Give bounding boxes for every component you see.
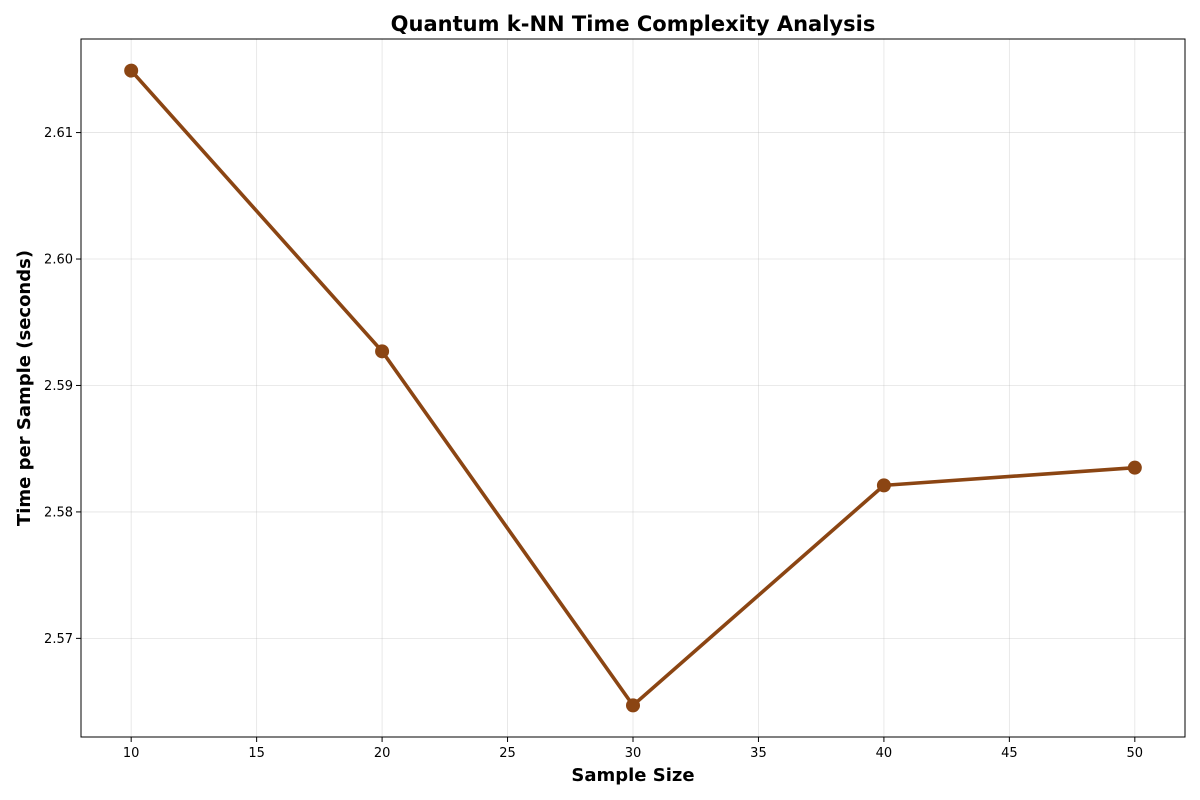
- x-tick-label: 40: [876, 746, 893, 761]
- data-point: [626, 698, 640, 713]
- data-point: [124, 63, 139, 78]
- x-tick-label: 10: [123, 746, 140, 761]
- x-tick-label: 35: [750, 746, 767, 761]
- x-axis-label: Sample Size: [571, 765, 694, 786]
- grid: [81, 39, 1185, 737]
- x-tick-label: 25: [499, 746, 516, 761]
- x-tick-label: 45: [1001, 746, 1018, 761]
- y-axis-label: Time per Sample (seconds): [14, 250, 35, 526]
- y-tick-label: 2.58: [44, 505, 73, 520]
- y-tick-label: 2.60: [44, 253, 73, 268]
- x-tick-label: 30: [625, 746, 642, 761]
- data-point: [375, 344, 390, 359]
- chart-title: Quantum k-NN Time Complexity Analysis: [391, 12, 876, 36]
- x-tick-label: 15: [248, 746, 265, 761]
- x-tick-label: 50: [1127, 746, 1144, 761]
- data-series: [124, 63, 1142, 713]
- x-tick-label: 20: [374, 746, 391, 761]
- data-point: [876, 478, 891, 493]
- y-tick-label: 2.59: [44, 379, 73, 394]
- axis-ticks: 10 15 20 25 30 35 40 45 50 2.57 2.58 2.59 2.60 2.61: [44, 126, 1143, 761]
- y-tick-label: 2.57: [44, 632, 73, 647]
- y-tick-label: 2.61: [44, 126, 73, 141]
- data-point: [1127, 460, 1142, 475]
